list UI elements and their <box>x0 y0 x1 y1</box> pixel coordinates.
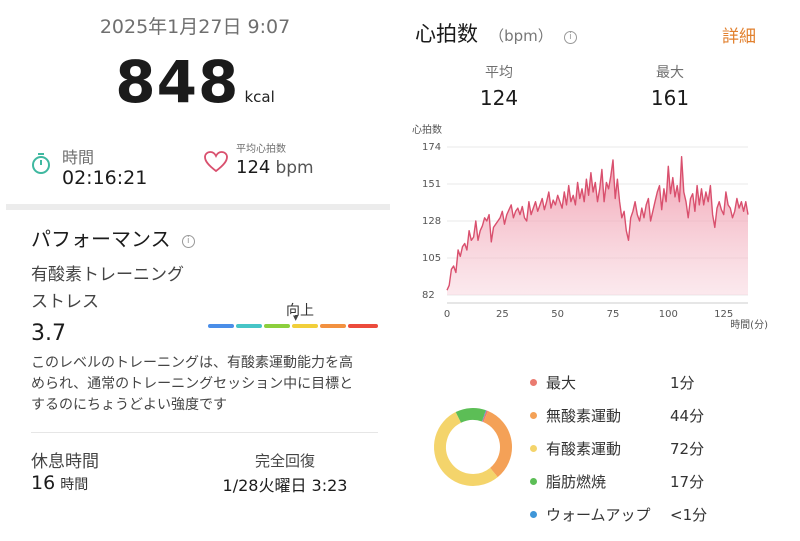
hr-max-label: 最大 <box>656 65 684 81</box>
hr-line <box>446 156 749 291</box>
time-value: 02:16:21 <box>62 167 148 189</box>
stress-value: 3.7 <box>31 321 66 346</box>
section-divider <box>6 204 390 210</box>
donut-slice <box>455 408 486 423</box>
stress-label-2: ストレス <box>31 292 99 312</box>
x-tick-label: 125 <box>714 309 733 320</box>
y-tick-label: 151 <box>422 179 441 190</box>
calories-block: 848 kcal <box>0 48 390 116</box>
avg-hr-unit: bpm <box>275 158 314 178</box>
zone-label: 無酸素運動 <box>546 407 622 425</box>
zone-dot <box>530 511 537 518</box>
heart-rate-chart: 心拍数 時間(分) 82 105 128 151 174 0 25 50 75 100 125 <box>412 123 768 331</box>
description-line-1: このレベルのトレーニングは、有酸素運動能力を高 <box>31 355 353 371</box>
details-link[interactable]: 詳細 <box>722 27 756 47</box>
zone-label: 有酸素運動 <box>546 440 622 458</box>
scale-seg-6 <box>348 324 378 328</box>
zone-dot <box>530 445 537 452</box>
hr-area <box>447 156 748 295</box>
zone-row: ウォームアップ <box>530 504 651 525</box>
y-tick-label: 105 <box>422 253 441 264</box>
zone-value: <1分 <box>670 506 708 524</box>
zone-label: 最大 <box>546 374 577 392</box>
zone-row: 最大 <box>530 372 576 393</box>
zone-dot <box>530 478 537 485</box>
recovery-divider <box>31 432 378 433</box>
scale-seg-5 <box>320 324 346 328</box>
donut-slice <box>434 412 498 486</box>
stress-indicator-label: 向上 <box>286 303 314 319</box>
chart-ylabel: 心拍数 <box>412 123 442 136</box>
description-line-3: するのにちょうどよい強度です <box>31 397 227 413</box>
zone-value: 1分 <box>670 374 695 392</box>
hr-title: 心拍数 <box>415 22 478 46</box>
rest-block: 16 時間 <box>31 472 88 494</box>
x-tick-label: 100 <box>659 309 678 320</box>
performance-title: パフォーマンス <box>31 227 171 251</box>
zone-row: 無酸素運動 <box>530 405 621 426</box>
performance-title-row: パフォーマンス i <box>31 223 195 252</box>
zone-row: 有酸素運動 <box>530 438 621 459</box>
hr-title-row: 心拍数 （bpm） i <box>415 18 577 48</box>
zone-label: 脂肪燃焼 <box>546 473 607 491</box>
hr-info-icon[interactable]: i <box>563 31 577 44</box>
zone-value: 44分 <box>670 407 705 425</box>
avg-hr-value: 124 <box>236 157 271 178</box>
hr-unit: （bpm） <box>489 27 553 45</box>
indicator-marker-icon: ▼ <box>293 314 299 322</box>
stress-label-1: 有酸素トレーニング <box>31 265 184 285</box>
zone-value: 17分 <box>670 473 705 491</box>
x-tick-label: 50 <box>551 309 564 320</box>
calories-unit: kcal <box>244 88 275 106</box>
zone-dot <box>530 412 537 419</box>
hr-avg-value: 124 <box>479 86 519 110</box>
x-tick-label: 25 <box>496 309 509 320</box>
avg-hr-block: 124 bpm <box>236 157 314 178</box>
performance-description: このレベルのトレーニングは、有酸素運動能力を高 められ、通常のトレーニングセッシ… <box>31 353 353 416</box>
scale-seg-4 <box>292 324 318 328</box>
y-tick-label: 82 <box>422 290 435 301</box>
info-icon[interactable]: i <box>181 235 195 248</box>
zone-row: 脂肪燃焼 <box>530 471 606 492</box>
zone-donut-chart <box>434 408 512 486</box>
avg-hr-label: 平均心拍数 <box>236 144 286 155</box>
y-tick-label: 174 <box>422 142 441 153</box>
x-tick-label: 75 <box>607 309 620 320</box>
timer-icon <box>31 153 51 175</box>
heart-icon <box>204 151 228 173</box>
scale-seg-1 <box>208 324 234 328</box>
full-recovery-label: 完全回復 <box>254 452 315 470</box>
hr-max-value: 161 <box>650 86 690 110</box>
rest-unit: 時間 <box>60 477 89 493</box>
zone-value: 72分 <box>670 440 705 458</box>
donut-slice <box>483 411 512 478</box>
chart-xlabel: 時間(分) <box>730 319 768 331</box>
zone-label: ウォームアップ <box>546 506 651 524</box>
rest-label: 休息時間 <box>31 452 99 472</box>
hr-avg-label: 平均 <box>485 65 513 81</box>
workout-datetime: 2025年1月27日 9:07 <box>99 16 291 38</box>
scale-seg-3 <box>264 324 290 328</box>
scale-seg-2 <box>236 324 262 328</box>
calories-value: 848 <box>115 48 240 116</box>
time-label: 時間 <box>62 148 95 167</box>
x-tick-label: 0 <box>444 309 450 320</box>
donut-slice <box>482 410 489 423</box>
description-line-2: められ、通常のトレーニングセッション中に目標と <box>31 376 354 392</box>
rest-value: 16 <box>31 472 56 494</box>
stress-scale <box>208 324 378 328</box>
y-tick-label: 128 <box>422 216 441 227</box>
zone-dot <box>530 379 537 386</box>
full-recovery-value: 1/28火曜日 3:23 <box>222 476 348 495</box>
